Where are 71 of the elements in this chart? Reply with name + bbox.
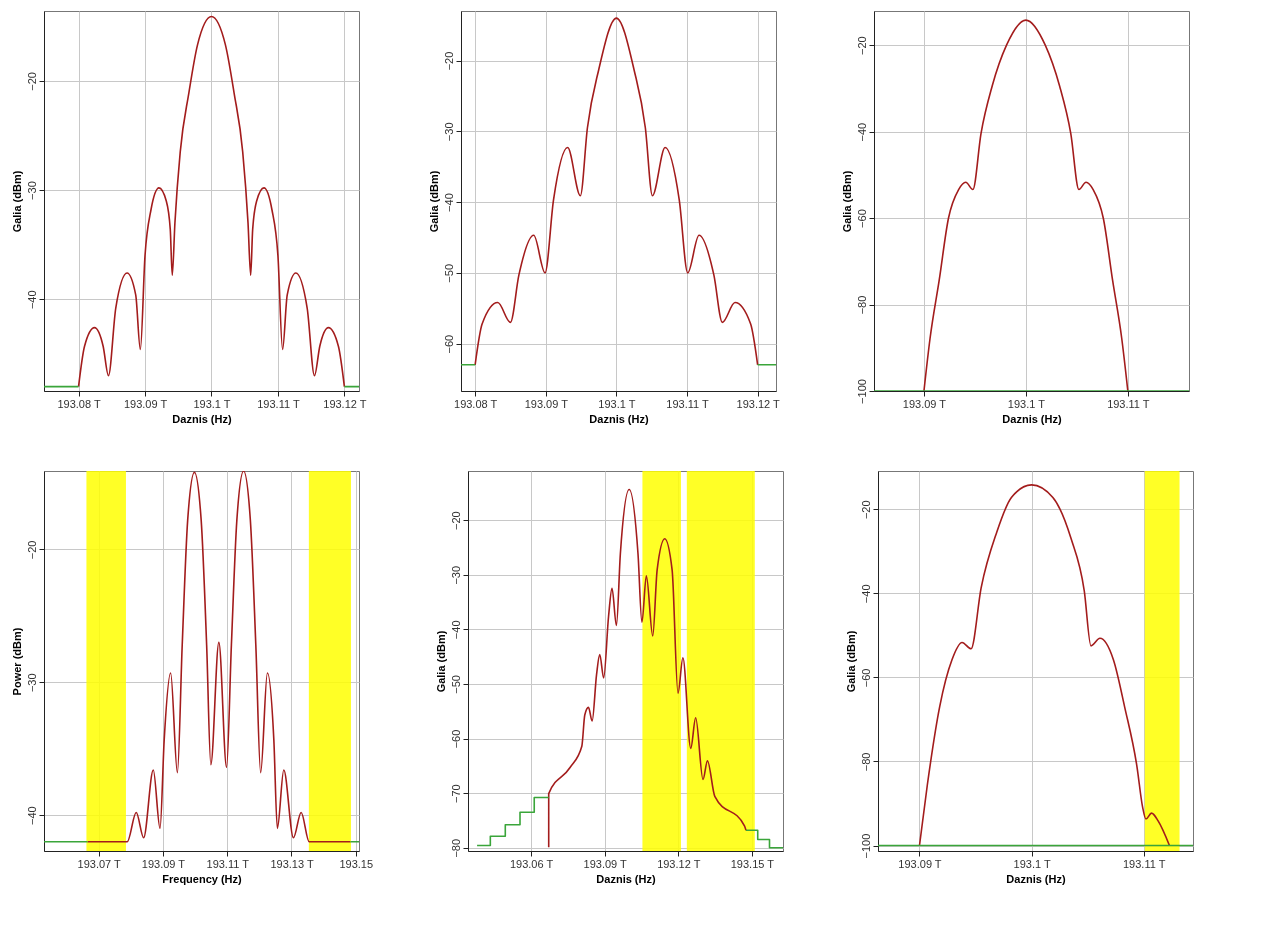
x-tick-label: 193.07 T xyxy=(77,857,122,870)
x-axis-title: Daznis (Hz) xyxy=(589,412,649,425)
x-tick-label: 193.1 T xyxy=(1007,397,1046,410)
y-axis-title: Galia (dBm) xyxy=(427,170,440,233)
line-series xyxy=(77,15,346,388)
y-tick-label: −100 xyxy=(855,379,868,404)
y-tick-label: −40 xyxy=(449,620,462,640)
y-tick-label: −40 xyxy=(25,290,38,310)
x-tick-label: 193.12 T xyxy=(736,397,781,410)
y-tick-label: −40 xyxy=(855,122,868,142)
x-tick-label: 193.09 T xyxy=(123,397,168,410)
y-axis-title: Power (dBm) xyxy=(10,627,23,696)
line-series xyxy=(547,488,747,848)
y-axis-title: Galia (dBm) xyxy=(434,630,447,693)
line-series xyxy=(918,484,1171,847)
x-tick-label: 193.11 T xyxy=(257,397,300,410)
x-axis-title: Frequency (Hz) xyxy=(162,872,243,885)
x-tick-label: 193.11 T xyxy=(1122,857,1166,870)
x-axis-title: Daznis (Hz) xyxy=(596,872,656,885)
line-series xyxy=(86,471,352,843)
y-axis-title: Galia (dBm) xyxy=(844,630,857,693)
x-tick-label: 193.1 T xyxy=(1013,857,1051,870)
y-tick-label: −30 xyxy=(442,122,455,142)
y-tick-label: −20 xyxy=(855,36,868,55)
x-axis-title: Daznis (Hz) xyxy=(1002,412,1062,425)
y-tick-label: −40 xyxy=(25,806,38,825)
y-tick-label: −30 xyxy=(25,673,38,693)
x-tick-label: 193.09 T xyxy=(898,857,942,870)
line-series xyxy=(923,19,1129,391)
x-tick-label: 193.09 T xyxy=(524,397,569,410)
x-tick-label: 193.11 T xyxy=(1107,397,1150,410)
x-axis-title: Daznis (Hz) xyxy=(172,412,232,425)
x-tick-label: 193.1 T xyxy=(598,397,636,410)
y-tick-label: −60 xyxy=(859,668,872,688)
x-tick-label: 193.13 T xyxy=(270,857,314,870)
y-tick-label: −80 xyxy=(855,295,868,315)
y-tick-label: −20 xyxy=(442,51,455,71)
y-tick-label: −70 xyxy=(449,784,462,803)
y-tick-label: −80 xyxy=(449,838,462,858)
x-tick-label: 193.08 T xyxy=(454,397,498,410)
y-tick-label: −20 xyxy=(859,500,872,520)
line-series xyxy=(474,17,759,366)
y-tick-label: −40 xyxy=(859,584,872,604)
x-tick-label: 193.09 T xyxy=(583,857,628,870)
y-tick-label: −30 xyxy=(25,181,38,200)
y-axis-title: Galia (dBm) xyxy=(840,170,853,233)
y-tick-label: −100 xyxy=(859,833,872,859)
x-tick-label: 193.11 T xyxy=(666,397,709,410)
y-tick-label: −50 xyxy=(442,263,455,283)
y-tick-label: −80 xyxy=(859,752,872,772)
y-tick-label: −60 xyxy=(442,334,455,354)
x-tick-label: 193.12 T xyxy=(323,397,367,410)
x-tick-label: 193.09 T xyxy=(141,857,186,870)
x-tick-label: 193.12 T xyxy=(657,857,701,870)
y-tick-label: −40 xyxy=(442,193,455,212)
y-axis-title: Galia (dBm) xyxy=(10,170,23,233)
x-tick-label: 193.09 T xyxy=(902,397,947,410)
y-tick-label: −30 xyxy=(449,565,462,585)
y-tick-label: −50 xyxy=(449,675,462,694)
x-tick-label: 193.15 T xyxy=(730,857,775,870)
y-tick-label: −20 xyxy=(25,540,38,560)
x-axis-title: Daznis (Hz) xyxy=(1006,872,1066,885)
x-tick-label: 193.08 T xyxy=(57,397,101,410)
y-tick-label: −20 xyxy=(449,511,462,530)
x-tick-label: 193.15 xyxy=(339,857,374,870)
y-tick-label: −60 xyxy=(449,729,462,749)
x-tick-label: 193.11 T xyxy=(206,857,250,870)
y-tick-label: −60 xyxy=(855,209,868,228)
x-tick-label: 193.06 T xyxy=(509,857,554,870)
x-tick-label: 193.1 T xyxy=(193,397,231,410)
y-tick-label: −20 xyxy=(25,72,38,91)
